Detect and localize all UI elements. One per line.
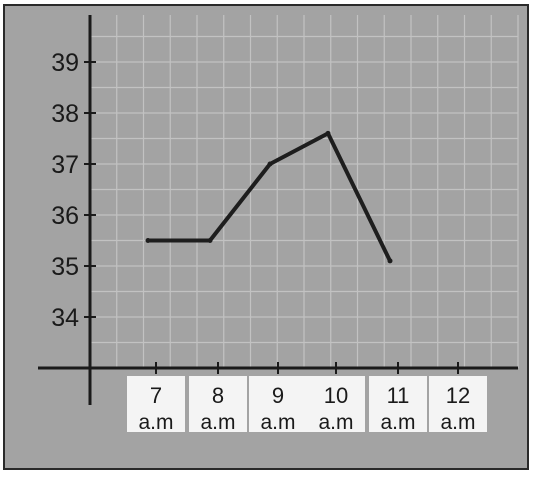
x-tick-label-unit: a.m	[440, 411, 475, 434]
x-tick-label-box	[127, 376, 185, 432]
y-tick-label: 35	[51, 253, 79, 281]
data-point	[207, 238, 213, 243]
axes	[38, 15, 518, 405]
y-tick-label: 36	[51, 202, 79, 230]
x-axis-tick-labels: 7 a.m 8 a.m 9 a.m 10 a.m 11 a.m 12 a.m	[127, 376, 487, 434]
x-tick-label-box	[429, 376, 487, 432]
x-tick-label-unit: a.m	[200, 411, 235, 434]
x-tick-label: 10 a.m	[307, 376, 365, 434]
x-tick-label-hour: 7	[150, 383, 162, 408]
x-tick-label-unit: a.m	[138, 411, 173, 434]
x-tick-label-box	[307, 376, 365, 432]
x-tick-label-box	[249, 376, 307, 432]
y-tick-label: 37	[51, 151, 79, 179]
x-tick-label-unit: a.m	[380, 411, 415, 434]
x-tick-label: 7 a.m	[127, 376, 185, 434]
y-tick-label: 38	[51, 100, 79, 128]
x-tick-label-hour: 9	[272, 383, 284, 408]
x-tick-label-hour: 11	[387, 383, 410, 408]
x-tick-label-box	[189, 376, 247, 432]
x-tick-label: 12 a.m	[429, 376, 487, 434]
x-tick-label-hour: 12	[446, 383, 470, 408]
x-tick-label-hour: 8	[212, 383, 224, 408]
y-tick-label: 39	[51, 49, 79, 77]
x-tick-label-hour: 10	[324, 383, 348, 408]
y-axis-tick-labels: 34 35 36 37 38 39	[51, 49, 79, 332]
x-tick-label-box	[369, 376, 427, 432]
series-line-layer	[145, 130, 393, 264]
y-tick-label: 34	[51, 304, 79, 332]
x-tick-label: 8 a.m	[189, 376, 247, 434]
x-tick-label: 11 a.m	[369, 376, 427, 434]
data-point	[325, 130, 331, 136]
data-point	[267, 161, 273, 167]
x-tick-label-unit: a.m	[318, 411, 353, 434]
data-point	[145, 238, 151, 243]
data-point	[387, 258, 393, 264]
x-tick-label-unit: a.m	[260, 411, 295, 434]
x-tick-label: 9 a.m	[249, 376, 307, 434]
